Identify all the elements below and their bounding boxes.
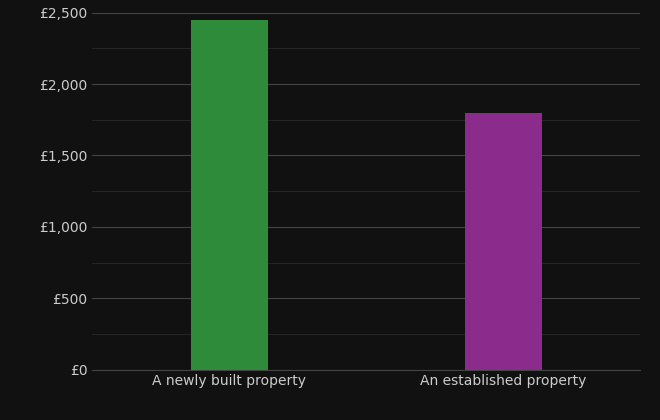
Bar	[191, 20, 268, 370]
Bar	[465, 113, 542, 370]
